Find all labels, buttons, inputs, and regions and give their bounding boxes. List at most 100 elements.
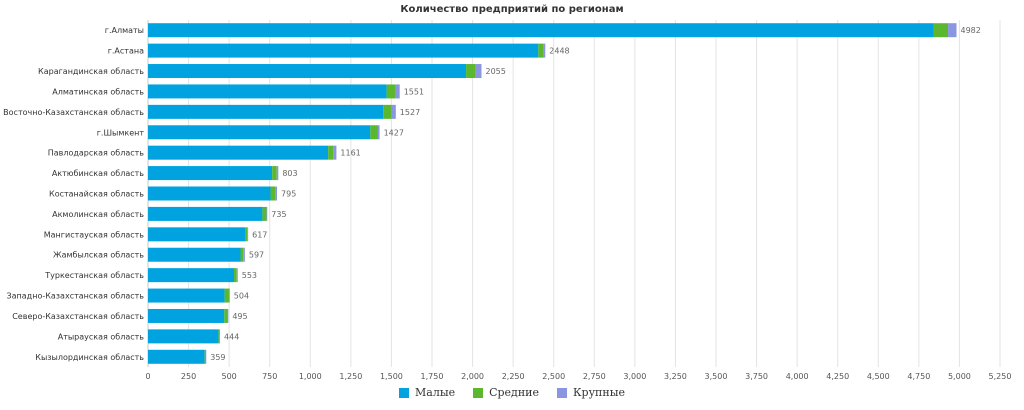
x-tick-label: 2,250 bbox=[502, 372, 525, 381]
bar-segment[interactable] bbox=[204, 349, 206, 364]
total-label: 795 bbox=[281, 190, 296, 199]
bar-segment[interactable] bbox=[148, 23, 934, 38]
bar-segment[interactable] bbox=[224, 308, 228, 323]
legend-item[interactable]: Средние bbox=[473, 386, 539, 399]
bar-segment[interactable] bbox=[148, 247, 241, 262]
x-tick-label: 250 bbox=[181, 372, 196, 381]
bar-segment[interactable] bbox=[538, 43, 544, 58]
bar-segment[interactable] bbox=[276, 166, 279, 181]
bar-segment[interactable] bbox=[543, 43, 546, 58]
x-tick-label: 5,000 bbox=[948, 372, 971, 381]
x-tick-label: 4,500 bbox=[867, 372, 890, 381]
category-label: г.Шымкент bbox=[97, 128, 145, 137]
category-label: Жамбылская область bbox=[53, 251, 144, 260]
x-tick-label: 0 bbox=[145, 372, 150, 381]
bar-segment[interactable] bbox=[475, 64, 482, 79]
category-label: Кызылординская область bbox=[35, 353, 144, 362]
legend-item[interactable]: Крупные bbox=[557, 386, 625, 399]
total-label: 444 bbox=[224, 332, 239, 341]
total-label: 504 bbox=[234, 292, 249, 301]
category-label: Восточно-Казахстанская область bbox=[3, 108, 144, 117]
category-label: г.Астана bbox=[108, 47, 144, 56]
category-label: Актюбинская область bbox=[52, 169, 144, 178]
category-label: Павлодарская область bbox=[48, 149, 145, 158]
chart-legend: Малые Средние Крупные bbox=[0, 386, 1024, 399]
bar-segment[interactable] bbox=[247, 227, 249, 242]
x-tick-label: 500 bbox=[222, 372, 237, 381]
legend-label: Малые bbox=[415, 386, 456, 399]
bar-segment[interactable] bbox=[948, 23, 957, 38]
total-label: 1551 bbox=[404, 87, 424, 96]
x-tick-label: 4,750 bbox=[907, 372, 930, 381]
bar-segment[interactable] bbox=[394, 84, 400, 99]
bar-segment[interactable] bbox=[272, 166, 277, 181]
total-label: 1161 bbox=[340, 149, 360, 158]
bar-segment[interactable] bbox=[148, 166, 273, 181]
total-label: 617 bbox=[252, 230, 267, 239]
bar-segment[interactable] bbox=[370, 125, 378, 140]
bar-segment[interactable] bbox=[262, 206, 267, 221]
bar-segment[interactable] bbox=[333, 145, 337, 160]
bar-segment[interactable] bbox=[148, 288, 225, 303]
bar-segment[interactable] bbox=[236, 268, 238, 283]
total-label: 553 bbox=[242, 271, 257, 280]
chart-title: Количество предприятий по регионам bbox=[400, 4, 624, 15]
bar-segment[interactable] bbox=[466, 64, 476, 79]
bar-segment[interactable] bbox=[148, 329, 219, 344]
bar-segment[interactable] bbox=[148, 349, 205, 364]
bar-segment[interactable] bbox=[386, 84, 395, 99]
x-tick-label: 2,750 bbox=[583, 372, 606, 381]
legend-swatch bbox=[399, 387, 410, 398]
bar-segment[interactable] bbox=[148, 145, 329, 160]
bar-segment[interactable] bbox=[148, 268, 235, 283]
bar-segment[interactable] bbox=[148, 227, 246, 242]
total-label: 735 bbox=[271, 210, 286, 219]
x-tick-label: 5,250 bbox=[989, 372, 1012, 381]
bar-segment[interactable] bbox=[383, 104, 392, 119]
bar-segment[interactable] bbox=[148, 43, 539, 58]
bar-segment[interactable] bbox=[933, 23, 949, 38]
bar-segment[interactable] bbox=[227, 308, 229, 323]
x-tick-label: 2,000 bbox=[461, 372, 484, 381]
bar-segment[interactable] bbox=[148, 64, 467, 79]
bar-segment[interactable] bbox=[228, 288, 230, 303]
bar-segment[interactable] bbox=[391, 104, 396, 119]
total-label: 495 bbox=[232, 312, 247, 321]
bar-segment[interactable] bbox=[148, 125, 371, 140]
x-tick-label: 1,000 bbox=[299, 372, 322, 381]
x-tick-label: 3,250 bbox=[664, 372, 687, 381]
bar-segment[interactable] bbox=[243, 247, 245, 262]
x-tick-label: 1,750 bbox=[421, 372, 444, 381]
total-label: 2448 bbox=[549, 47, 569, 56]
bar-segment[interactable] bbox=[224, 288, 229, 303]
x-tick-label: 1,500 bbox=[380, 372, 403, 381]
category-label: Северо-Казахстанская область bbox=[12, 312, 144, 321]
category-label: Алматинская область bbox=[52, 87, 144, 96]
bar-segment[interactable] bbox=[377, 125, 380, 140]
total-label: 1527 bbox=[400, 108, 420, 117]
category-label: Костанайская область bbox=[49, 190, 144, 199]
total-label: 1427 bbox=[384, 128, 404, 137]
category-label: Мангистауская область bbox=[44, 230, 145, 239]
bar-segment[interactable] bbox=[328, 145, 334, 160]
bar-segment[interactable] bbox=[148, 104, 384, 119]
bar-segment[interactable] bbox=[266, 206, 268, 221]
bar-segment[interactable] bbox=[270, 186, 276, 201]
bar-segment[interactable] bbox=[148, 206, 263, 221]
bar-segment[interactable] bbox=[245, 227, 248, 242]
bar-segment[interactable] bbox=[218, 329, 220, 344]
bar-segment[interactable] bbox=[234, 268, 237, 283]
legend-item[interactable]: Малые bbox=[399, 386, 455, 399]
legend-swatch bbox=[557, 387, 568, 398]
total-label: 2055 bbox=[485, 67, 505, 76]
x-tick-label: 1,250 bbox=[339, 372, 362, 381]
bar-segment[interactable] bbox=[240, 247, 244, 262]
bar-segment[interactable] bbox=[148, 84, 387, 99]
x-tick-label: 3,500 bbox=[705, 372, 728, 381]
bar-segment[interactable] bbox=[148, 186, 271, 201]
bar-segment[interactable] bbox=[148, 308, 225, 323]
total-label: 597 bbox=[249, 251, 264, 260]
bar-segment[interactable] bbox=[275, 186, 278, 201]
